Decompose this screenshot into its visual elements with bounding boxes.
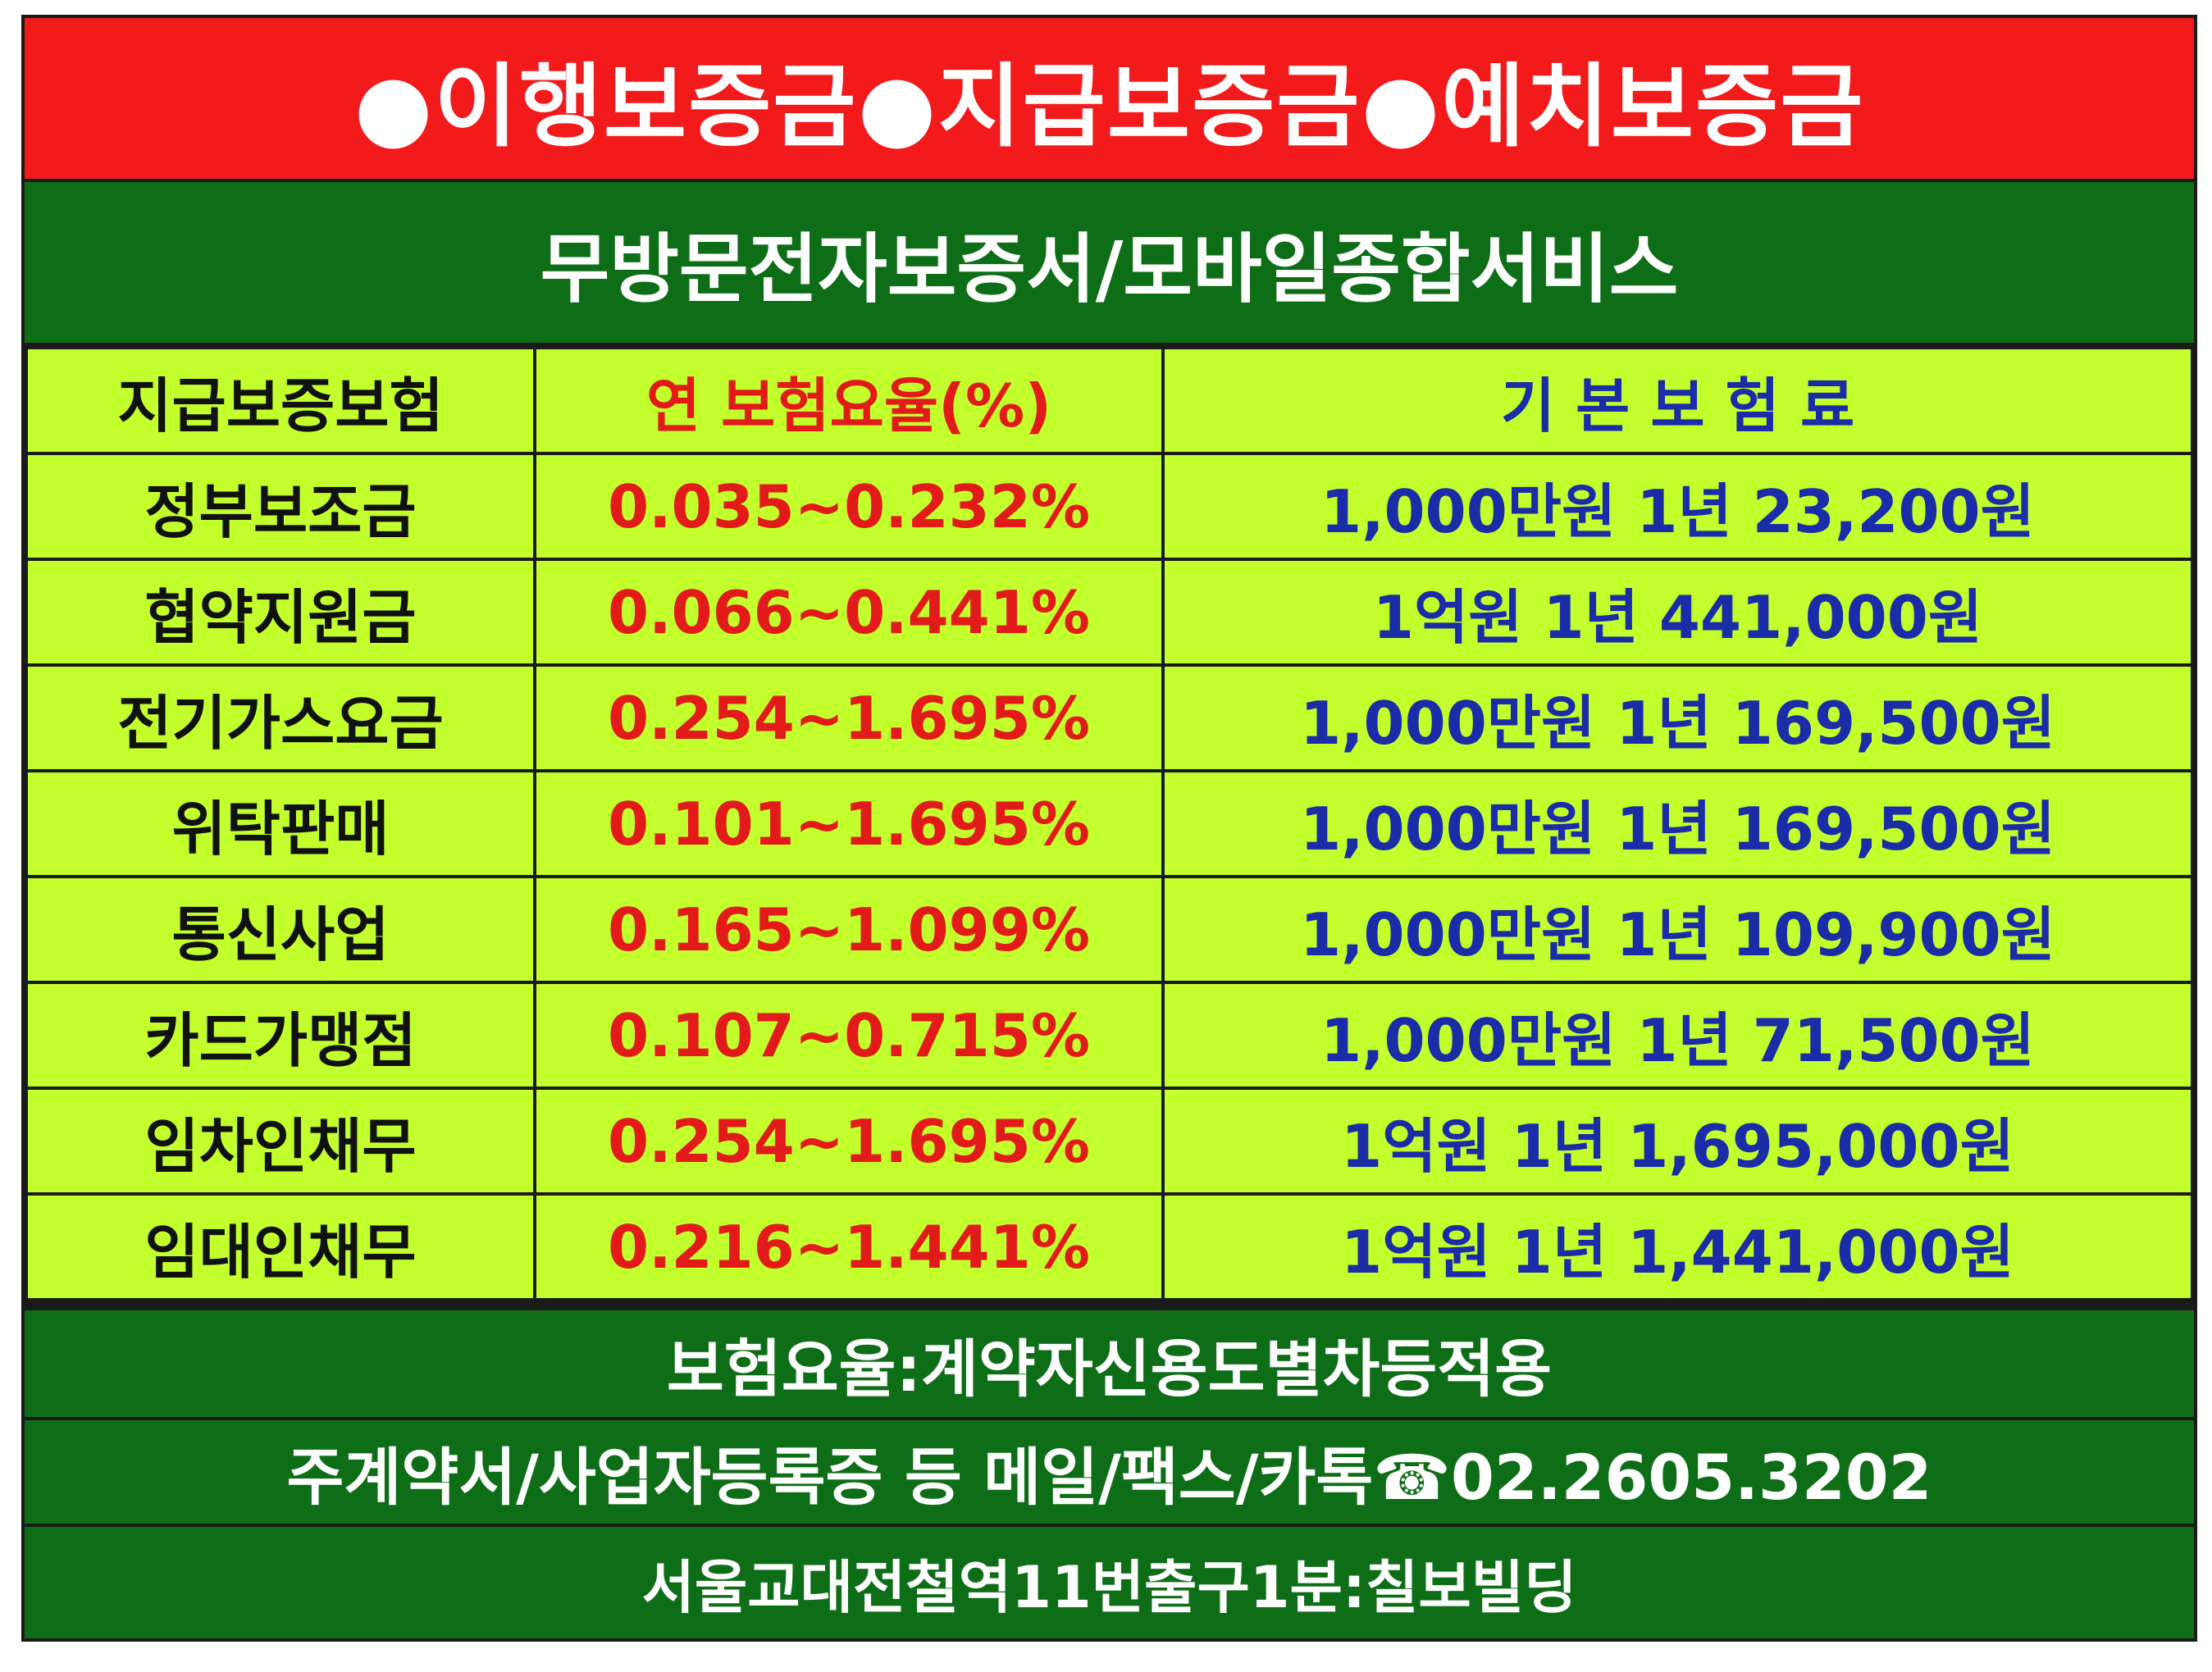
service-subtitle: 무방문전자보증서/모바일종합서비스 (25, 182, 2194, 343)
header-annual-rate: 연 보험요율(%) (533, 346, 1165, 455)
row-premium: 1,000만원 1년 169,500원 (1161, 769, 2194, 878)
row-name: 임차인채무 (25, 1087, 536, 1196)
row-premium: 1,000만원 1년 71,500원 (1161, 981, 2194, 1090)
table-row: 협약지원금 0.066~0.441% 1억원 1년 441,000원 (25, 558, 2194, 667)
header-base-premium: 기 본 보 험 료 (1161, 346, 2194, 455)
row-rate: 0.216~1.441% (533, 1192, 1165, 1301)
row-name: 카드가맹점 (25, 981, 536, 1090)
row-name: 전기가스요금 (25, 663, 536, 772)
row-name: 정부보조금 (25, 452, 536, 561)
table-row: 카드가맹점 0.107~0.715% 1,000만원 1년 71,500원 (25, 981, 2194, 1090)
rate-note: 보험요율:계약자신용도별차등적용 (25, 1310, 2194, 1417)
insurance-rate-board: ●이행보증금●지급보증금●예치보증금 무방문전자보증서/모바일종합서비스 지급보… (21, 15, 2197, 1642)
row-rate: 0.066~0.441% (533, 558, 1165, 667)
table-row: 전기가스요금 0.254~1.695% 1,000만원 1년 169,500원 (25, 663, 2194, 772)
row-premium: 1,000만원 1년 109,900원 (1161, 875, 2194, 984)
row-rate: 0.107~0.715% (533, 981, 1165, 1090)
row-premium: 1억원 1년 1,441,000원 (1161, 1192, 2194, 1301)
row-name: 임대인채무 (25, 1192, 536, 1301)
table-row: 위탁판매 0.101~1.695% 1,000만원 1년 169,500원 (25, 769, 2194, 878)
table-row: 임차인채무 0.254~1.695% 1억원 1년 1,695,000원 (25, 1087, 2194, 1196)
table-header-row: 지급보증보험 연 보험요율(%) 기 본 보 험 료 (25, 346, 2194, 455)
location-info: 서울교대전철역11번출구1분:칠보빌딩 (25, 1527, 2194, 1638)
row-name: 위탁판매 (25, 769, 536, 878)
table-row: 임대인채무 0.216~1.441% 1억원 1년 1,441,000원 (25, 1192, 2194, 1301)
top-banner: ●이행보증금●지급보증금●예치보증금 (25, 18, 2194, 179)
row-rate: 0.254~1.695% (533, 663, 1165, 772)
table-row: 정부보조금 0.035~0.232% 1,000만원 1년 23,200원 (25, 452, 2194, 561)
row-rate: 0.165~1.099% (533, 875, 1165, 984)
row-rate: 0.254~1.695% (533, 1087, 1165, 1196)
row-rate: 0.101~1.695% (533, 769, 1165, 878)
row-premium: 1,000만원 1년 169,500원 (1161, 663, 2194, 772)
contact-info: 주계약서/사업자등록증 등 메일/팩스/카톡☎02.2605.3202 (25, 1420, 2194, 1524)
row-premium: 1억원 1년 441,000원 (1161, 558, 2194, 667)
table-row: 통신사업 0.165~1.099% 1,000만원 1년 109,900원 (25, 875, 2194, 984)
header-insurance-type: 지급보증보험 (25, 346, 536, 455)
row-premium: 1억원 1년 1,695,000원 (1161, 1087, 2194, 1196)
row-premium: 1,000만원 1년 23,200원 (1161, 452, 2194, 561)
row-rate: 0.035~0.232% (533, 452, 1165, 561)
row-name: 통신사업 (25, 875, 536, 984)
rate-table: 지급보증보험 연 보험요율(%) 기 본 보 험 료 정부보조금 0.035~0… (25, 346, 2194, 1301)
row-name: 협약지원금 (25, 558, 536, 667)
